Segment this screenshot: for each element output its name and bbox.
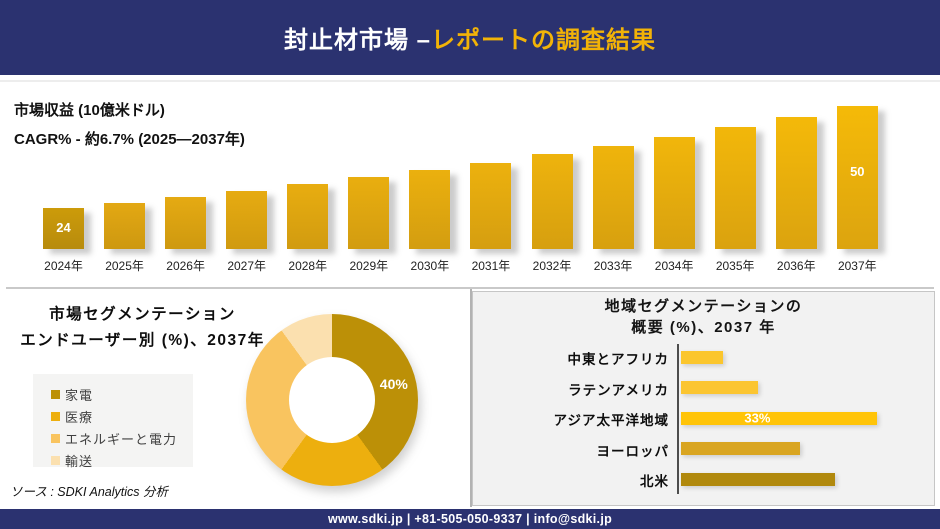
header-banner: 封止材市場 –レポートの調査結果 bbox=[0, 0, 940, 75]
legend-item-label: 医療 bbox=[65, 409, 94, 425]
revenue-bar-column: 2032年 bbox=[531, 106, 573, 273]
donut-value-label: 40% bbox=[379, 375, 408, 392]
footer-bar: www.sdki.jp | +81-505-050-9337 | info@sd… bbox=[0, 509, 940, 529]
revenue-bar-column: 24 2024年 bbox=[43, 106, 84, 273]
revenue-cagr-label: CAGR% - 約6.7% (2025―2037年) bbox=[14, 131, 245, 148]
revenue-year-label: 2034年 bbox=[654, 259, 694, 273]
legend-item-label: 輸送 bbox=[65, 453, 94, 469]
regional-title-line2: 概要 (%)、2037 年 bbox=[631, 319, 776, 336]
footer-contact-text: www.sdki.jp | +81-505-050-9337 | info@sd… bbox=[327, 512, 613, 526]
revenue-year-label: 2032年 bbox=[532, 259, 572, 273]
revenue-bar-column: 2035年 bbox=[714, 106, 756, 273]
revenue-year-label: 2024年 bbox=[44, 259, 83, 273]
revenue-year-label: 2025年 bbox=[105, 259, 144, 273]
revenue-bar-column: 2036年 bbox=[775, 106, 817, 273]
revenue-bar bbox=[653, 137, 695, 249]
revenue-bar-column: 50 2037年 bbox=[836, 106, 878, 273]
regional-title-line1: 地域セグメンテーションの bbox=[604, 298, 803, 315]
revenue-year-label: 2027年 bbox=[227, 259, 267, 273]
revenue-chart-panel: 市場収益 (10億米ドル) CAGR% - 約6.7% (2025―2037年)… bbox=[0, 80, 940, 287]
revenue-metric-label: 市場収益 (10億米ドル) bbox=[14, 102, 165, 119]
enduser-legend: 家電医療エネルギーと電力 輸送 bbox=[33, 374, 193, 469]
regional-bar-value-label: 33% bbox=[744, 410, 771, 426]
vertical-divider bbox=[470, 289, 472, 507]
regional-category-label: アジア太平洋地域 bbox=[553, 413, 669, 428]
revenue-bar bbox=[714, 127, 756, 249]
revenue-bar bbox=[348, 177, 390, 249]
revenue-bar bbox=[470, 163, 512, 249]
revenue-bar-column: 2027年 bbox=[226, 106, 268, 273]
revenue-bar-column: 2034年 bbox=[653, 106, 695, 273]
revenue-bar bbox=[104, 203, 146, 249]
revenue-year-label: 2036年 bbox=[776, 259, 816, 273]
revenue-year-label: 2029年 bbox=[349, 259, 389, 273]
revenue-bar-value-label: 24 bbox=[56, 220, 71, 235]
revenue-bar bbox=[287, 184, 329, 249]
enduser-title-line1: 市場セグメンテーション bbox=[49, 306, 236, 323]
revenue-year-label: 2035年 bbox=[715, 259, 755, 273]
donut-hole bbox=[289, 357, 375, 443]
revenue-bar-column: 2025年 bbox=[104, 106, 146, 273]
revenue-bar-column: 2026年 bbox=[165, 106, 207, 273]
revenue-bar-column: 2031年 bbox=[470, 106, 512, 273]
page-title: 封止材市場 –レポートの調査結果 bbox=[284, 20, 656, 55]
legend-swatch bbox=[51, 455, 60, 465]
horizontal-divider bbox=[6, 287, 934, 289]
legend-item-label: エネルギーと電力 bbox=[65, 431, 178, 447]
regional-category-label: 中東とアフリカ bbox=[567, 352, 669, 367]
revenue-year-label: 2033年 bbox=[593, 259, 633, 273]
revenue-year-label: 2028年 bbox=[288, 259, 328, 273]
revenue-bar bbox=[775, 117, 817, 249]
revenue-bar: 50 bbox=[836, 106, 878, 249]
revenue-year-label: 2037年 bbox=[837, 259, 877, 273]
regional-axis-line bbox=[677, 344, 679, 494]
revenue-bar-chart: 24 2024年 2025年 2026年 2027年 2028年 2029年 2030年 203… bbox=[43, 106, 878, 273]
revenue-bar-column: 2030年 bbox=[409, 106, 451, 273]
revenue-year-label: 2026年 bbox=[166, 259, 205, 273]
revenue-bar bbox=[531, 154, 573, 249]
revenue-year-label: 2030年 bbox=[410, 259, 450, 273]
legend-swatch bbox=[51, 433, 60, 443]
revenue-bar bbox=[409, 170, 451, 249]
revenue-bar-column: 2033年 bbox=[592, 106, 634, 273]
source-note: ソース : SDKI Analytics 分析 bbox=[10, 485, 168, 499]
enduser-title-line2: エンドユーザー別 (%)、2037年 bbox=[20, 332, 265, 349]
regional-bar bbox=[681, 350, 723, 364]
legend-item-label: 家電 bbox=[65, 387, 94, 403]
legend-item: エネルギーと電力 bbox=[51, 427, 193, 449]
regional-category-label: 北米 bbox=[640, 474, 669, 489]
revenue-bar bbox=[226, 191, 268, 249]
revenue-bar bbox=[592, 146, 634, 249]
regional-segmentation-panel: 地域セグメンテーションの 概要 (%)、2037 年 中東とアフリカ ラテンアメリ… bbox=[472, 291, 935, 506]
page-title-suffix: レポートの調査結果 bbox=[431, 27, 656, 54]
revenue-bar: 24 bbox=[43, 208, 84, 249]
enduser-chart-title: 市場セグメンテーション エンドユーザー別 (%)、2037年 bbox=[0, 302, 285, 354]
revenue-bar bbox=[165, 197, 207, 249]
revenue-bar-column: 2028年 bbox=[287, 106, 329, 273]
page-title-market: 封止材市場 – bbox=[283, 27, 431, 54]
legend-item: 輸送 bbox=[51, 449, 193, 471]
enduser-segmentation-panel: 市場セグメンテーション エンドユーザー別 (%)、2037年 家電医療エネルギー… bbox=[0, 289, 470, 507]
legend-swatch bbox=[51, 389, 60, 399]
regional-bar-chart: 中東とアフリカ ラテンアメリカアジア太平洋地域 33% ヨーロッパ北米 bbox=[473, 292, 934, 505]
legend-item: 家電 bbox=[51, 383, 193, 405]
regional-chart-title: 地域セグメンテーションの 概要 (%)、2037 年 bbox=[473, 296, 934, 338]
regional-bar bbox=[681, 472, 835, 486]
revenue-bar-value-label: 50 bbox=[850, 164, 865, 179]
regional-bar bbox=[681, 442, 800, 455]
regional-bar: 33% bbox=[681, 410, 877, 426]
regional-category-label: ラテンアメリカ bbox=[568, 382, 669, 398]
regional-category-label: ヨーロッパ bbox=[596, 443, 669, 459]
revenue-year-label: 2031年 bbox=[471, 259, 511, 273]
revenue-bar-column: 2029年 bbox=[348, 106, 390, 273]
enduser-donut-chart: 40% bbox=[246, 314, 418, 486]
legend-swatch bbox=[51, 411, 60, 421]
legend-item: 医療 bbox=[51, 405, 193, 427]
regional-bar bbox=[681, 381, 758, 394]
